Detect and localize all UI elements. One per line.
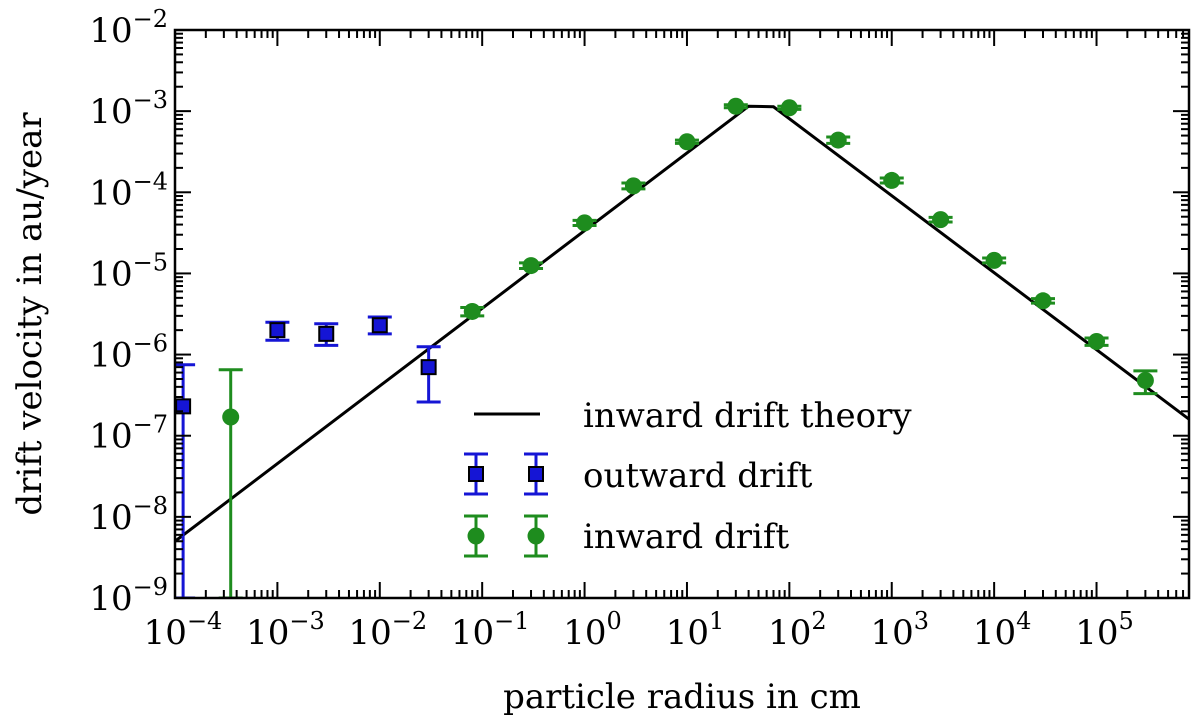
inward-drift-marker: [576, 214, 594, 232]
x-tick-label: 10−4: [144, 607, 223, 653]
theory-line: [175, 104, 1189, 543]
inward-drift-marker: [883, 171, 901, 189]
inward-drift-marker: [624, 177, 642, 195]
x-tick-label: 104: [973, 607, 1032, 653]
y-tick-label: 10−7: [89, 411, 168, 457]
legend-label-theory: inward drift theory: [583, 396, 912, 436]
inward-drift-marker: [1088, 332, 1106, 350]
outward-drift-marker: [371, 317, 388, 334]
x-tick-label: 105: [1075, 607, 1134, 653]
y-axis-label: drift velocity in au/year: [10, 112, 50, 516]
plot-frame: [173, 28, 1191, 600]
x-tick-label: 10−2: [348, 607, 427, 653]
legend-label-inward: inward drift: [583, 517, 789, 557]
legend-label-outward: outward drift: [583, 456, 813, 496]
inward-drift-marker: [932, 211, 950, 229]
y-tick-label: 10−2: [89, 5, 168, 51]
legend-marker: [467, 527, 485, 545]
outward-drift-marker: [269, 322, 286, 339]
inward-drift-marker: [463, 302, 481, 320]
inward-drift-marker: [1136, 371, 1154, 389]
y-tick-label: 10−9: [89, 573, 168, 619]
legend-swatch-outward: [464, 452, 548, 496]
inward-drift-marker: [829, 131, 847, 149]
x-tick-label: 10−1: [451, 607, 530, 653]
legend-marker: [528, 466, 544, 482]
y-tick-label: 10−8: [89, 492, 168, 538]
legend-swatch-inward: [464, 514, 548, 558]
y-tick-label: 10−5: [89, 248, 168, 294]
x-axis-label: particle radius in cm: [503, 677, 861, 717]
outward-drift-marker: [318, 325, 335, 342]
inward-drift-marker: [678, 133, 696, 151]
y-tick-label: 10−6: [89, 330, 168, 376]
x-tick-label: 101: [666, 607, 725, 653]
inward-drift-marker: [985, 251, 1003, 269]
y-tick-label: 10−4: [89, 167, 168, 213]
x-tick-label: 103: [870, 607, 929, 653]
inward-drift-marker: [780, 99, 798, 117]
legend: inward drift theory outward drift inward…: [464, 396, 912, 558]
outward-drift-marker: [420, 359, 437, 376]
inward-drift-marker: [727, 97, 745, 115]
x-tick-label: 100: [563, 607, 622, 653]
x-tick-label: 10−3: [246, 607, 325, 653]
y-tick-label: 10−3: [89, 86, 168, 132]
inward-drift-marker: [222, 408, 240, 426]
inward-drift-marker: [1034, 292, 1052, 310]
legend-marker: [468, 466, 484, 482]
inward-drift-marker: [522, 257, 540, 275]
legend-marker: [527, 527, 545, 545]
x-tick-label: 102: [768, 607, 827, 653]
